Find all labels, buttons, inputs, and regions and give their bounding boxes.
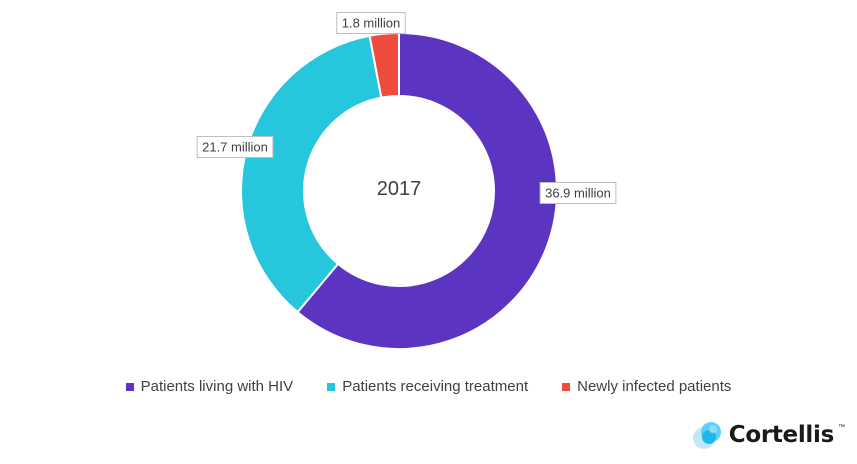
- center-label: 2017: [377, 178, 422, 200]
- data-label-text: 1.8 million: [342, 16, 401, 31]
- slice-treatment: [240, 34, 383, 314]
- legend-swatch: [125, 382, 134, 391]
- slices: [240, 31, 558, 350]
- legend-item-treatment[interactable]: Patients receiving treatment: [327, 378, 528, 395]
- data-labels: 36.9 million 21.7 million 1.8 million: [196, 12, 617, 204]
- logo-mark-icon: [692, 422, 721, 449]
- slice-living: [296, 31, 558, 350]
- legend-item-living[interactable]: Patients living with HIV: [125, 378, 294, 395]
- legend-swatch: [562, 382, 571, 391]
- data-label-text: 36.9 million: [545, 186, 611, 201]
- legend-label: Newly infected patients: [577, 378, 732, 395]
- data-label-box: [336, 12, 406, 34]
- data-label: 1.8 million: [336, 12, 406, 34]
- legend-label: Patients living with HIV: [140, 378, 294, 395]
- cortellis-logo: Cortellis ™: [691, 418, 845, 452]
- legend-label: Patients receiving treatment: [342, 378, 529, 395]
- slice-new: [368, 31, 400, 99]
- legend: Patients living with HIV Patients receiv…: [0, 378, 857, 395]
- logo-trademark: ™: [838, 424, 845, 431]
- data-label: 21.7 million: [196, 136, 274, 158]
- data-label-box: [196, 136, 274, 158]
- data-label: 36.9 million: [539, 182, 617, 204]
- logo-text: Cortellis: [728, 422, 835, 448]
- data-label-box: [539, 182, 617, 204]
- legend-item-new[interactable]: Newly infected patients: [562, 378, 731, 395]
- data-label-text: 21.7 million: [202, 140, 268, 155]
- legend-swatch: [327, 382, 336, 391]
